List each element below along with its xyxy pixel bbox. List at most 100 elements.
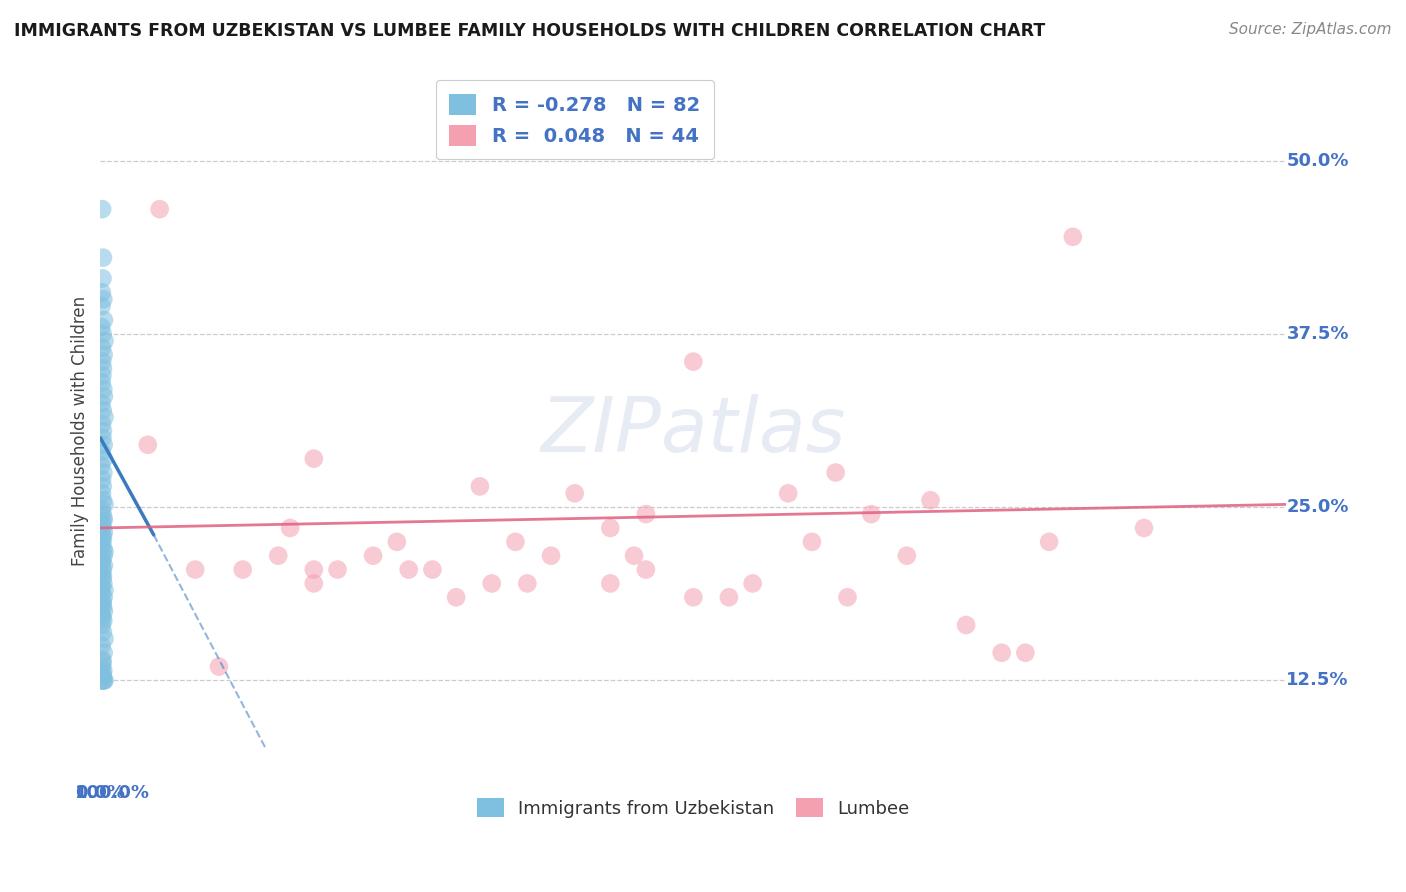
Point: [91, 599, 114, 614]
Point: [741, 576, 763, 591]
Point: [91, 479, 114, 493]
Point: [93, 348, 115, 362]
Point: [1062, 230, 1084, 244]
Point: [267, 549, 290, 563]
Point: [422, 563, 444, 577]
Point: [90, 516, 112, 531]
Point: [860, 507, 883, 521]
Point: [302, 451, 325, 466]
Point: [91, 493, 114, 508]
Point: [91, 597, 114, 611]
Point: [385, 534, 408, 549]
Point: [634, 563, 657, 577]
Point: [91, 424, 114, 438]
Y-axis label: Family Households with Children: Family Households with Children: [72, 296, 89, 566]
Point: [93, 511, 115, 525]
Point: [90, 285, 112, 300]
Point: [990, 646, 1012, 660]
Point: [481, 576, 503, 591]
Point: [184, 563, 207, 577]
Point: [398, 563, 420, 577]
Point: [90, 320, 112, 334]
Point: [93, 583, 115, 598]
Point: [93, 497, 115, 511]
Point: [278, 521, 301, 535]
Text: IMMIGRANTS FROM UZBEKISTAN VS LUMBEE FAMILY HOUSEHOLDS WITH CHILDREN CORRELATION: IMMIGRANTS FROM UZBEKISTAN VS LUMBEE FAM…: [14, 22, 1045, 40]
Point: [800, 534, 823, 549]
Point: [302, 563, 325, 577]
Point: [93, 544, 115, 558]
Point: [540, 549, 562, 563]
Point: [90, 458, 112, 473]
Point: [361, 549, 384, 563]
Point: [91, 611, 114, 625]
Point: [91, 666, 114, 681]
Point: [91, 403, 114, 417]
Point: [136, 438, 159, 452]
Point: [93, 389, 115, 403]
Point: [208, 659, 231, 673]
Text: ZIPatlas: ZIPatlas: [541, 394, 846, 468]
Point: [1014, 646, 1036, 660]
Point: [91, 431, 114, 445]
Point: [90, 539, 112, 553]
Text: 37.5%: 37.5%: [1286, 325, 1348, 343]
Text: 100.0%: 100.0%: [75, 784, 149, 803]
Point: [564, 486, 586, 500]
Point: [623, 549, 645, 563]
Point: [90, 299, 112, 313]
Point: [91, 486, 114, 500]
Point: [93, 646, 115, 660]
Point: [93, 591, 115, 605]
Point: [468, 479, 491, 493]
Point: [91, 292, 114, 306]
Point: [91, 466, 114, 480]
Point: [444, 591, 467, 605]
Point: [93, 410, 115, 425]
Point: [837, 591, 859, 605]
Point: [93, 604, 115, 618]
Point: [91, 354, 114, 368]
Point: [91, 417, 114, 431]
Point: [1133, 521, 1156, 535]
Point: [91, 576, 114, 591]
Point: [91, 669, 114, 683]
Text: 0.0%: 0.0%: [76, 784, 125, 803]
Point: [91, 271, 114, 285]
Point: [91, 541, 114, 556]
Point: [91, 594, 114, 608]
Point: [91, 608, 114, 623]
Point: [90, 503, 112, 517]
Point: [93, 313, 115, 327]
Point: [599, 576, 621, 591]
Point: [93, 549, 115, 563]
Point: [91, 614, 114, 628]
Point: [682, 354, 704, 368]
Point: [93, 525, 115, 540]
Point: [90, 376, 112, 390]
Point: [91, 514, 114, 528]
Point: [717, 591, 740, 605]
Legend: Immigrants from Uzbekistan, Lumbee: Immigrants from Uzbekistan, Lumbee: [470, 791, 917, 825]
Point: [91, 473, 114, 487]
Point: [90, 444, 112, 458]
Point: [91, 656, 114, 670]
Point: [91, 528, 114, 542]
Point: [516, 576, 538, 591]
Point: [91, 566, 114, 581]
Point: [634, 507, 657, 521]
Point: [91, 653, 114, 667]
Point: [302, 576, 325, 591]
Point: [93, 438, 115, 452]
Point: [91, 659, 114, 673]
Point: [91, 572, 114, 586]
Point: [824, 466, 846, 480]
Point: [599, 521, 621, 535]
Point: [91, 521, 114, 535]
Point: [682, 591, 704, 605]
Point: [93, 673, 115, 688]
Point: [91, 664, 114, 678]
Point: [1038, 534, 1060, 549]
Point: [91, 368, 114, 383]
Point: [91, 553, 114, 567]
